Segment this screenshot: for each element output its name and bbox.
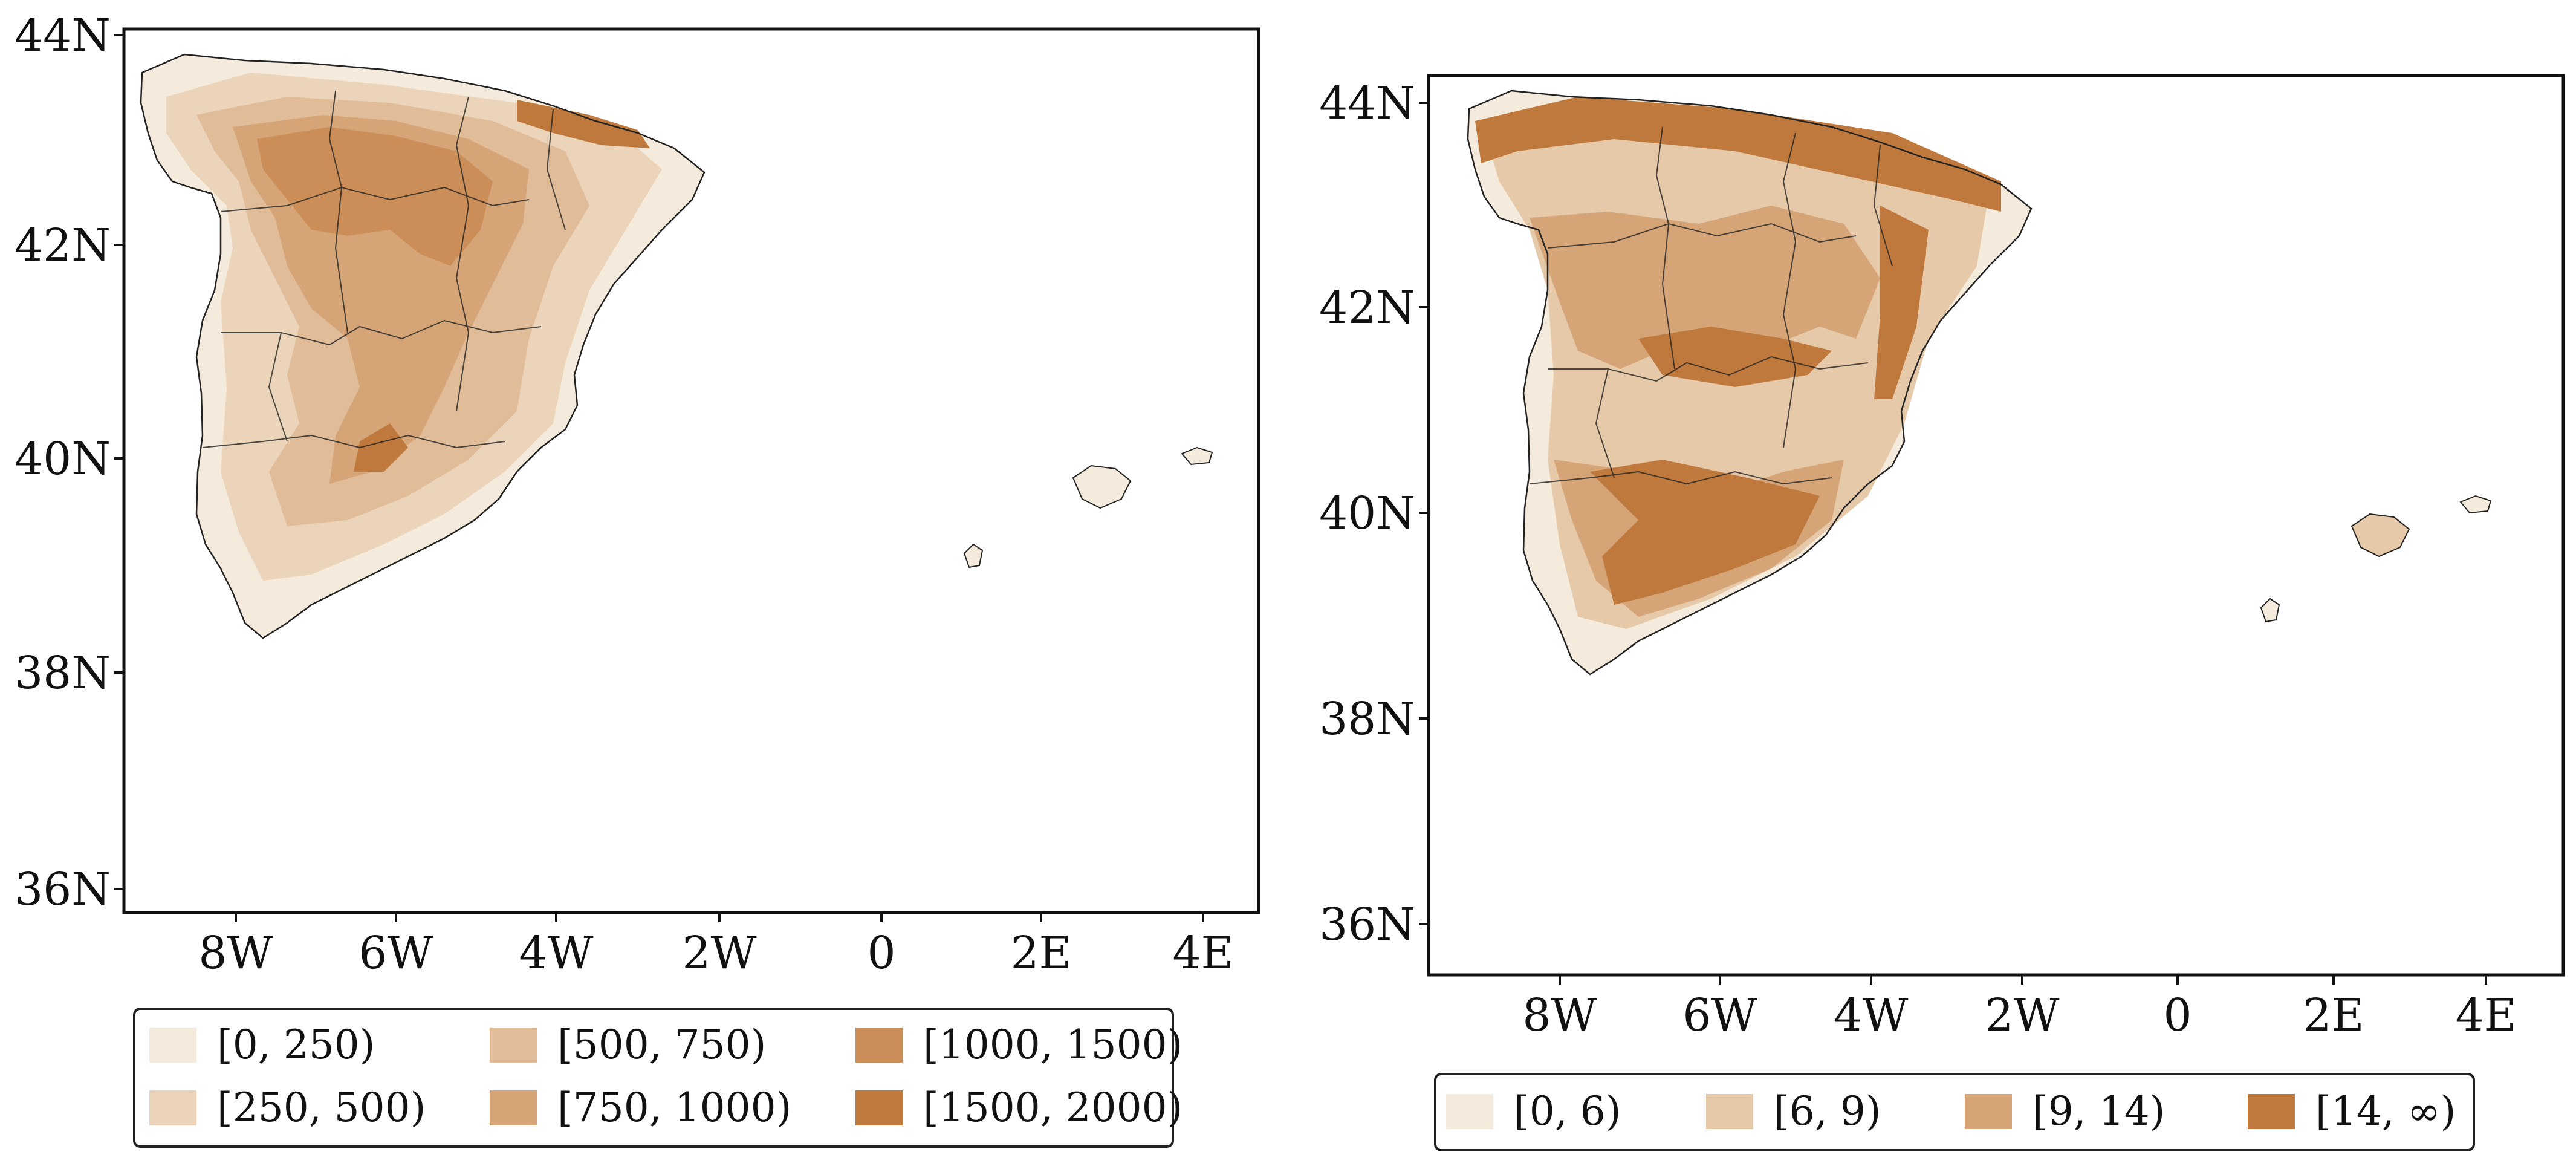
left-lat-label: 44N xyxy=(15,10,111,62)
left-lat-label: 36N xyxy=(15,864,111,916)
right-legend-label: [14, ∞) xyxy=(2315,1088,2456,1135)
right-legend-box xyxy=(1434,1073,2475,1151)
right-legend-label: [9, 14) xyxy=(2033,1088,2165,1135)
left-lon-label: 0 xyxy=(867,927,895,979)
right-lat-label: 42N xyxy=(1319,282,1415,334)
left-legend-label: [1000, 1500) xyxy=(923,1021,1183,1068)
left-lon-label: 4W xyxy=(519,927,593,979)
right-legend-swatch xyxy=(2248,1094,2295,1129)
right-lat-label: 36N xyxy=(1319,899,1415,951)
left-lat-label: 42N xyxy=(15,220,111,272)
left-legend-label: [0, 250) xyxy=(217,1021,375,1068)
right-lat-label: 44N xyxy=(1319,77,1415,129)
left-legend-swatch xyxy=(855,1028,903,1063)
right-map-menorca xyxy=(2460,495,2491,513)
left-legend: [0, 250) [250, 500) [500, 750) [750, 1000) [… xyxy=(149,1021,1183,1131)
right-legend-label: [6, 9) xyxy=(1774,1088,1881,1135)
left-map-lon-axis: 8W 6W 4W 2W 0 2E 4E xyxy=(198,913,1234,979)
right-lon-label: 4W xyxy=(1834,989,1908,1041)
left-lat-label: 40N xyxy=(15,433,111,485)
right-legend-swatch xyxy=(1965,1094,2012,1129)
left-map: 44N 42N 40N 38N 36N 8W 6W 4W 2W 0 2E 4E [0, 250) [2… xyxy=(15,10,1260,1148)
right-lon-label: 6W xyxy=(1682,989,1757,1041)
right-map: 44N 42N 40N 38N 36N 8W 6W 4W 2W 0 2E 4E [0, 6) [6, … xyxy=(1319,74,2565,1151)
right-lat-label: 40N xyxy=(1319,487,1415,539)
left-map-lat-axis: 44N 42N 40N 38N 36N xyxy=(15,10,124,916)
left-map-mallorca xyxy=(1072,465,1131,509)
left-map-field xyxy=(140,53,1213,639)
left-legend-label: [500, 750) xyxy=(557,1021,766,1068)
left-lon-label: 2E xyxy=(1010,927,1071,979)
left-lon-label: 4E xyxy=(1172,927,1233,979)
left-legend-swatch xyxy=(149,1090,196,1125)
left-legend-swatch xyxy=(490,1090,537,1125)
left-legend-box xyxy=(133,1008,1174,1148)
left-map-menorca xyxy=(1181,447,1213,465)
left-lon-label: 8W xyxy=(198,927,273,979)
left-lon-label: 6W xyxy=(358,927,433,979)
left-legend-swatch xyxy=(490,1028,537,1063)
right-map-lon-axis: 8W 6W 4W 2W 0 2E 4E xyxy=(1522,975,2517,1041)
right-lon-label: 4E xyxy=(2455,989,2516,1041)
left-legend-swatch xyxy=(855,1090,903,1125)
right-legend-swatch xyxy=(1446,1094,1493,1129)
right-map-mallorca xyxy=(2351,513,2410,557)
left-legend-label: [250, 500) xyxy=(217,1084,426,1131)
left-lon-label: 2W xyxy=(682,927,756,979)
left-map-ibiza xyxy=(964,544,983,568)
right-lon-label: 8W xyxy=(1522,989,1597,1041)
right-map-field xyxy=(1467,90,2491,676)
left-legend-label: [1500, 2000) xyxy=(923,1084,1183,1131)
right-map-ibiza xyxy=(2260,598,2280,622)
right-map-frame xyxy=(1427,74,2565,977)
right-lon-label: 2W xyxy=(1985,989,2059,1041)
right-map-lat-axis: 44N 42N 40N 38N 36N xyxy=(1319,77,1429,951)
left-map-band-1500 xyxy=(354,100,650,472)
right-legend-swatch xyxy=(1706,1094,1753,1129)
left-legend-swatch xyxy=(149,1028,196,1063)
right-legend: [0, 6) [6, 9) [9, 14) [14, ∞) xyxy=(1446,1088,2456,1135)
right-map-band-14 xyxy=(1475,97,2001,605)
right-lat-label: 38N xyxy=(1319,693,1415,745)
right-legend-label: [0, 6) xyxy=(1514,1088,1621,1135)
left-map-frame xyxy=(122,27,1260,914)
left-map-band-1000 xyxy=(257,127,493,266)
left-legend-label: [750, 1000) xyxy=(557,1084,791,1131)
right-lon-label: 2E xyxy=(2303,989,2364,1041)
right-lon-label: 0 xyxy=(2163,989,2192,1041)
left-lat-label: 38N xyxy=(15,647,111,699)
